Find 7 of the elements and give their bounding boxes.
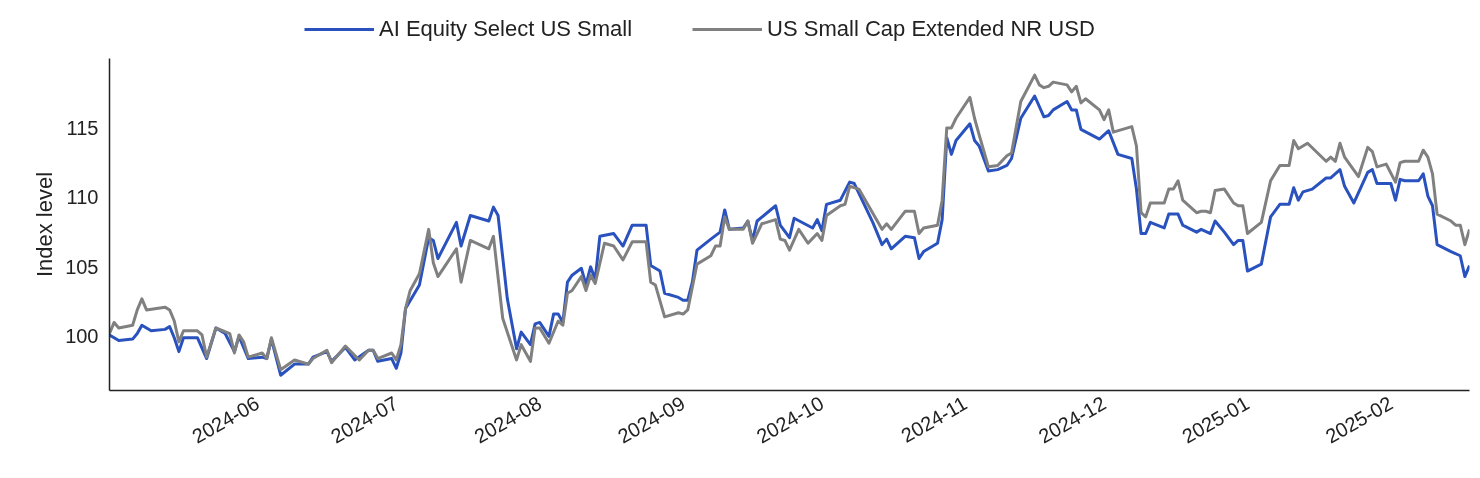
y-tick-label: 110 bbox=[66, 186, 99, 209]
y-tick-label: 100 bbox=[65, 325, 99, 348]
legend-label: AI Equity Select US Small bbox=[379, 16, 633, 42]
y-axis-title: Index level bbox=[32, 171, 58, 278]
legend-label: US Small Cap Extended NR USD bbox=[767, 16, 1095, 42]
y-tick-label: 115 bbox=[66, 116, 99, 139]
y-tick-label: 105 bbox=[65, 255, 99, 278]
